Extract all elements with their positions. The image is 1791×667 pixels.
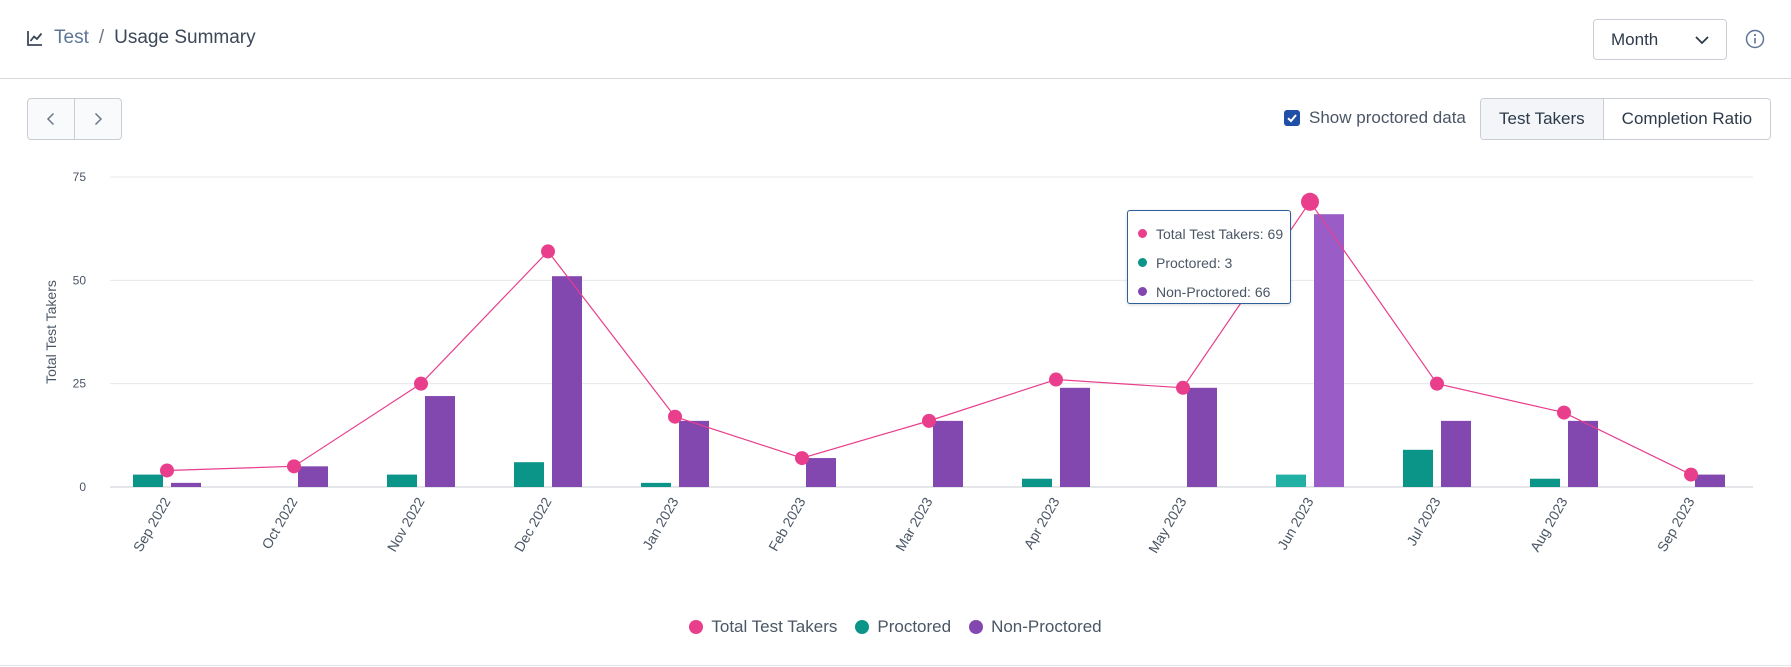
page-header: Test / Usage Summary Month: [0, 0, 1791, 79]
bar-proctored-apr-2023: [1022, 478, 1052, 487]
toggle-completion-ratio[interactable]: Completion Ratio: [1602, 99, 1771, 139]
x-tick-label-jul-2023: Jul 2023: [1403, 494, 1443, 548]
chart-legend: Total Test Takers Proctored Non-Proctore…: [0, 617, 1791, 637]
y-tick-label-25: 25: [73, 377, 87, 391]
bar-non-proctored-sep-2022: [171, 482, 201, 487]
x-tick-label-aug-2023: Aug 2023: [1527, 494, 1571, 554]
legend-proctored-dot: [855, 620, 870, 634]
x-tick-label-feb-2023: Feb 2023: [765, 494, 809, 553]
point-total-dec-2022: [541, 244, 555, 259]
bar-non-proctored-oct-2022: [298, 466, 328, 487]
tooltip-row-proctored: Proctored: 3: [1128, 248, 1290, 277]
tooltip-proctored-dot: [1138, 258, 1147, 267]
bar-non-proctored-feb-2023: [806, 458, 836, 487]
breadcrumb-root-link[interactable]: Test: [54, 27, 89, 48]
legend-non-proctored-label: Non-Proctored: [991, 617, 1102, 636]
tooltip-non-proctored-dot: [1138, 287, 1147, 296]
tooltip-total-dot: [1138, 229, 1147, 238]
point-total-feb-2023: [795, 451, 809, 466]
bar-non-proctored-dec-2022: [552, 276, 582, 487]
bar-proctored-aug-2023: [1530, 478, 1560, 487]
chevron-down-icon: [1695, 36, 1709, 45]
bar-non-proctored-may-2023: [1187, 387, 1217, 487]
show-proctored-label: Show proctored data: [1309, 108, 1466, 127]
point-total-may-2023: [1176, 380, 1190, 395]
point-total-sep-2023: [1684, 467, 1698, 482]
point-total-aug-2023: [1557, 405, 1571, 420]
point-total-oct-2022: [287, 459, 301, 474]
x-tick-label-nov-2022: Nov 2022: [384, 494, 428, 554]
point-total-apr-2023: [1049, 372, 1063, 387]
usage-chart: 0 25 50 75 Total Test Takers Sep 2022 Oct 2022…: [43, 170, 1753, 556]
x-tick-label-oct-2022: Oct 2022: [258, 494, 300, 551]
bar-proctored-jul-2023: [1403, 449, 1433, 487]
point-total-mar-2023: [922, 413, 936, 428]
x-tick-label-sep-2022: Sep 2022: [130, 494, 174, 554]
bar-proctored-sep-2022: [133, 474, 163, 487]
chart-tooltip: Total Test Takers: 69 Proctored: 3 Non-P…: [1127, 210, 1291, 304]
point-total-nov-2022: [414, 376, 428, 391]
bottom-divider: [0, 665, 1791, 666]
tooltip-non-proctored-text: Non-Proctored: 66: [1156, 283, 1271, 300]
page-title: Usage Summary: [114, 27, 256, 48]
next-period-button[interactable]: [74, 99, 121, 139]
x-tick-label-jun-2023: Jun 2023: [1274, 494, 1317, 552]
y-axis-label: Total Test Takers: [43, 280, 59, 384]
bar-non-proctored-nov-2022: [425, 396, 455, 487]
show-proctored-toggle[interactable]: Show proctored data: [1284, 108, 1466, 128]
tooltip-total-text: Total Test Takers: 69: [1156, 225, 1284, 242]
legend-total-dot: [689, 620, 704, 634]
bar-non-proctored-mar-2023: [933, 420, 963, 487]
info-icon[interactable]: [1745, 29, 1765, 49]
checkmark-icon: [1287, 114, 1297, 123]
point-total-sep-2022: [160, 463, 174, 478]
y-tick-label-0: 0: [79, 480, 86, 494]
bar-proctored-jan-2023: [641, 482, 671, 487]
x-tick-label-sep-2023: Sep 2023: [1654, 494, 1698, 554]
metric-toggle-group: Test Takers Completion Ratio: [1480, 98, 1772, 140]
x-tick-label-may-2023: May 2023: [1145, 494, 1190, 555]
y-tick-label-50: 50: [73, 273, 87, 287]
period-select[interactable]: Month: [1593, 19, 1727, 60]
period-select-value: Month: [1611, 29, 1659, 49]
bar-proctored-jun-2023: [1276, 474, 1306, 487]
period-pager: [27, 98, 122, 140]
chevron-left-icon: [46, 112, 55, 126]
bar-non-proctored-apr-2023: [1060, 387, 1090, 487]
previous-period-button[interactable]: [28, 99, 74, 139]
legend-item-non-proctored[interactable]: Non-Proctored: [969, 617, 1102, 637]
chevron-right-icon: [94, 112, 103, 126]
show-proctored-checkbox[interactable]: [1284, 110, 1300, 126]
tooltip-row-non-proctored: Non-Proctored: 66: [1128, 277, 1290, 306]
legend-proctored-label: Proctored: [877, 617, 952, 636]
x-tick-label-jan-2023: Jan 2023: [639, 494, 682, 552]
legend-item-total[interactable]: Total Test Takers: [689, 617, 837, 637]
bar-non-proctored-jan-2023: [679, 420, 709, 487]
tooltip-proctored-text: Proctored: 3: [1156, 254, 1233, 271]
point-total-jan-2023: [668, 409, 682, 424]
bar-non-proctored-aug-2023: [1568, 420, 1598, 487]
bar-non-proctored-jun-2023: [1314, 214, 1344, 487]
x-tick-label-apr-2023: Apr 2023: [1020, 494, 1062, 551]
legend-item-proctored[interactable]: Proctored: [855, 617, 951, 637]
x-tick-label-dec-2022: Dec 2022: [511, 494, 555, 554]
point-total-jun-2023: [1301, 192, 1319, 211]
x-tick-label-mar-2023: Mar 2023: [892, 494, 936, 553]
bar-proctored-dec-2022: [514, 462, 544, 487]
point-total-jul-2023: [1430, 376, 1444, 391]
toggle-test-takers[interactable]: Test Takers: [1481, 99, 1603, 139]
y-tick-label-75: 75: [73, 170, 87, 184]
tooltip-row-total: Total Test Takers: 69: [1128, 219, 1290, 248]
bar-non-proctored-jul-2023: [1441, 420, 1471, 487]
breadcrumb: Test / Usage Summary: [26, 27, 256, 49]
legend-total-label: Total Test Takers: [711, 617, 838, 636]
legend-non-proctored-dot: [969, 620, 984, 634]
breadcrumb-separator: /: [98, 27, 105, 48]
bar-proctored-nov-2022: [387, 474, 417, 487]
line-chart-icon: [27, 31, 43, 46]
bar-non-proctored-sep-2023: [1695, 474, 1725, 487]
